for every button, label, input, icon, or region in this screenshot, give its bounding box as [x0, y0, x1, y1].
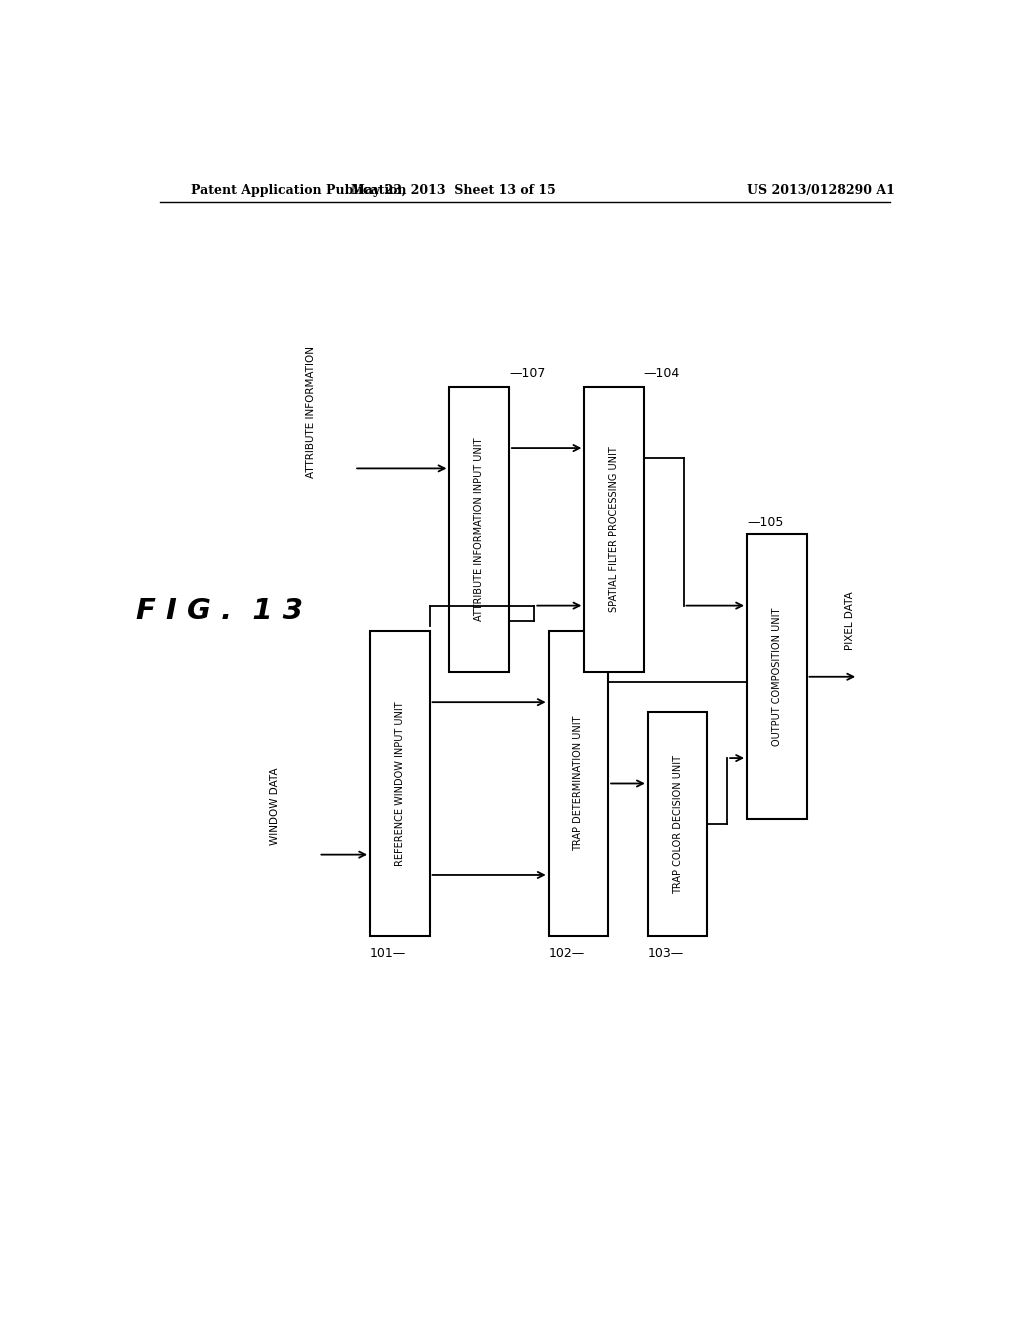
Text: WINDOW DATA: WINDOW DATA [269, 767, 280, 845]
Text: 102—: 102— [549, 946, 585, 960]
Text: SPATIAL FILTER PROCESSING UNIT: SPATIAL FILTER PROCESSING UNIT [609, 446, 620, 612]
Text: 103—: 103— [648, 946, 684, 960]
Text: TRAP COLOR DECISION UNIT: TRAP COLOR DECISION UNIT [673, 755, 683, 894]
Text: PIXEL DATA: PIXEL DATA [845, 591, 855, 651]
Bar [370, 631, 430, 936]
Bar [748, 535, 807, 818]
Text: ATTRIBUTE INFORMATION INPUT UNIT: ATTRIBUTE INFORMATION INPUT UNIT [474, 438, 484, 622]
Text: TRAP DETERMINATION UNIT: TRAP DETERMINATION UNIT [573, 715, 584, 851]
Text: Patent Application Publication: Patent Application Publication [191, 185, 407, 198]
Text: US 2013/0128290 A1: US 2013/0128290 A1 [748, 185, 895, 198]
Bar [585, 387, 644, 672]
Text: ATTRIBUTE INFORMATION: ATTRIBUTE INFORMATION [305, 346, 315, 479]
Text: —105: —105 [748, 516, 783, 529]
Text: —107: —107 [509, 367, 546, 380]
Text: 101—: 101— [370, 946, 407, 960]
Text: —104: —104 [644, 367, 680, 380]
Text: OUTPUT COMPOSITION UNIT: OUTPUT COMPOSITION UNIT [772, 607, 781, 746]
Text: May 23, 2013  Sheet 13 of 15: May 23, 2013 Sheet 13 of 15 [351, 185, 556, 198]
Text: REFERENCE WINDOW INPUT UNIT: REFERENCE WINDOW INPUT UNIT [395, 701, 404, 866]
Text: F I G .  1 3: F I G . 1 3 [136, 597, 303, 624]
Bar [549, 631, 608, 936]
Bar [450, 387, 509, 672]
Bar [648, 713, 708, 936]
